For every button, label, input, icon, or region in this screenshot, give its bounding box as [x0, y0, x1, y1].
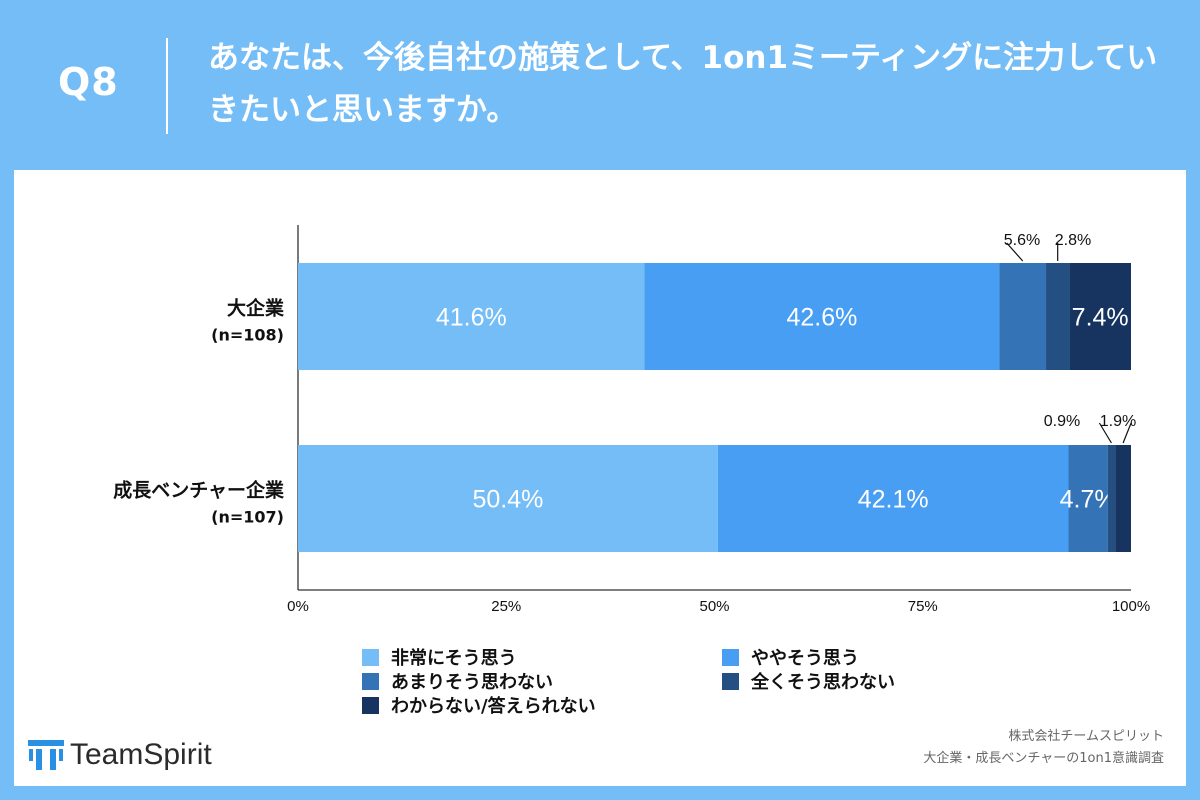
x-tick-label: 75% — [908, 598, 938, 615]
data-label: 50.4% — [472, 486, 543, 514]
category-label: 大企業 — [227, 297, 285, 320]
bar-segment — [298, 263, 645, 370]
chart-panel: 0% 25% 50% 75% 100% 大企業 (n=108) 41.6% 42.6% 5.6% 2… — [14, 170, 1186, 786]
credit: 株式会社チームスピリット 大企業・成長ベンチャーの1on1意識調査 — [923, 726, 1164, 770]
bar-segment — [1115, 445, 1131, 552]
x-tick-label: 25% — [491, 598, 521, 615]
logo-text: TeamSpirit — [70, 738, 212, 771]
data-label: 0.9% — [1044, 413, 1080, 430]
teamspirit-logo-icon — [28, 740, 64, 770]
legend-label: あまりそう思わない — [391, 672, 553, 693]
legend-item-not-at-all: 全くそう思わない — [722, 668, 895, 694]
legend-swatch — [362, 648, 379, 666]
legend-swatch — [722, 648, 739, 666]
data-label-leader — [1098, 422, 1112, 444]
legend-label: わからない/答えられない — [391, 696, 596, 717]
legend-item-not-much: あまりそう思わない — [362, 668, 553, 694]
data-label: 42.6% — [787, 304, 858, 332]
stacked-bar-chart: 0% 25% 50% 75% 100% 大企業 (n=108) 41.6% 42.6% 5.6% 2… — [113, 225, 1150, 615]
data-label: 2.8% — [1055, 232, 1091, 249]
data-label: 42.1% — [858, 486, 929, 514]
bar-segment — [1046, 263, 1070, 370]
x-tick-label: 50% — [699, 598, 729, 615]
bar-segment — [298, 445, 718, 552]
header-divider — [166, 38, 168, 134]
x-tick-label: 0% — [287, 598, 309, 615]
data-label: 5.6% — [1004, 232, 1040, 249]
legend-item-very-agree: 非常にそう思う — [362, 644, 517, 670]
category-sample-size: (n=107) — [211, 508, 284, 527]
legend-label: 全くそう思わない — [751, 672, 895, 693]
credit-company: 株式会社チームスピリット — [1008, 729, 1164, 744]
bar-segment — [1107, 445, 1116, 552]
question-number: Q8 — [58, 60, 119, 104]
data-label-leader — [1122, 422, 1132, 444]
data-label-leader — [1006, 242, 1024, 262]
legend-swatch — [362, 672, 379, 690]
teamspirit-logo: TeamSpirit — [26, 738, 212, 772]
bar-segment — [1069, 263, 1131, 370]
bar-segment — [1068, 445, 1108, 552]
data-label: 41.6% — [436, 304, 507, 332]
data-label: 1.9% — [1100, 413, 1136, 430]
x-tick-label: 100% — [1112, 598, 1150, 615]
legend-label: ややそう思う — [751, 648, 859, 669]
bar-segment — [717, 445, 1069, 552]
legend-label: 非常にそう思う — [391, 648, 517, 669]
category-sample-size: (n=108) — [211, 326, 284, 345]
bar-segment — [644, 263, 1000, 370]
question-text: あなたは、今後自社の施策として、1on1ミーティングに注力していきたいと思います… — [208, 40, 1158, 128]
legend-swatch — [722, 672, 739, 690]
credit-survey: 大企業・成長ベンチャーの1on1意識調査 — [923, 751, 1164, 766]
legend-swatch — [362, 696, 379, 714]
legend-item-dont-know: わからない/答えられない — [362, 692, 596, 718]
category-label: 成長ベンチャー企業 — [113, 479, 285, 502]
legend-item-somewhat-agree: ややそう思う — [722, 644, 859, 670]
header: Q8 あなたは、今後自社の施策として、1on1ミーティングに注力していきたいと思… — [0, 0, 1200, 170]
bar-segment — [999, 263, 1047, 370]
data-label: 4.7% — [1060, 486, 1117, 514]
data-label: 7.4% — [1072, 304, 1129, 332]
